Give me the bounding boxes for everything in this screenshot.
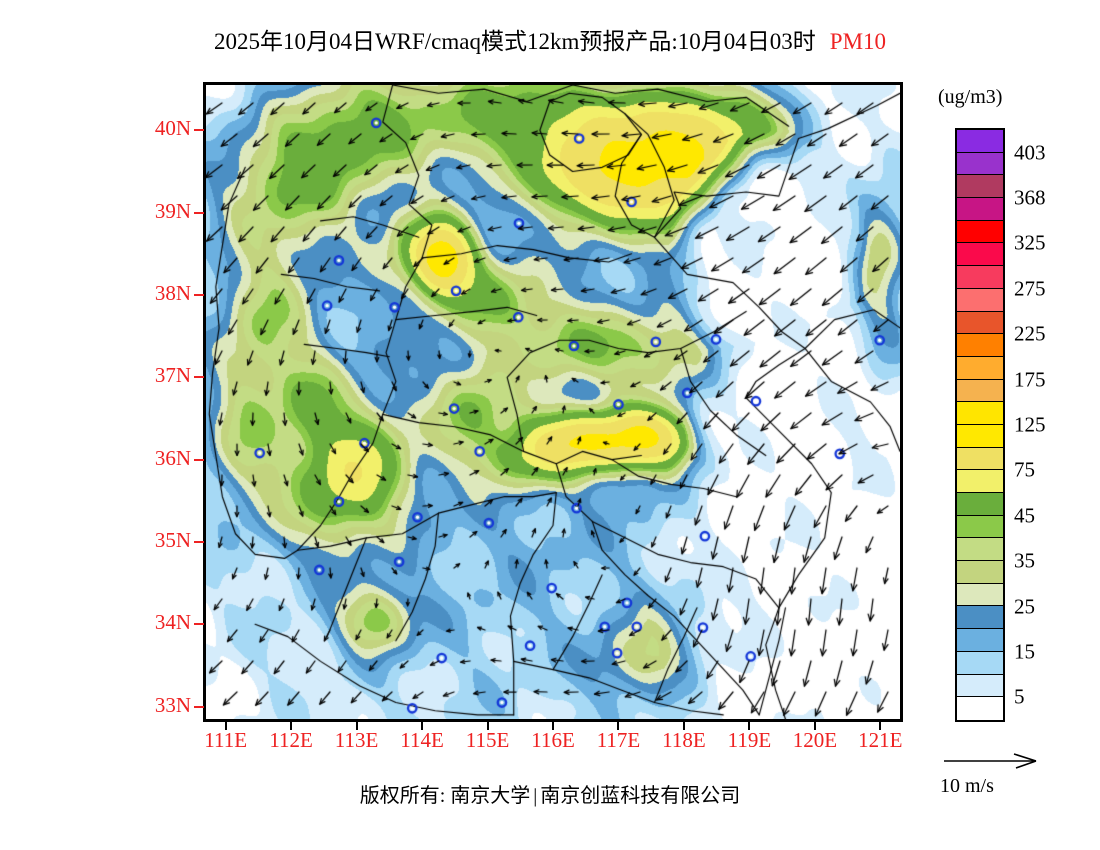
colorbar-band [957,402,1003,425]
lon-tick-mark [682,721,685,730]
lon-tick-mark [748,721,751,730]
lat-tick-mark [194,211,204,214]
colorbar-band [957,470,1003,493]
colorbar-band [957,288,1003,312]
colorbar-unit-label: (ug/m3) [938,86,1003,108]
lon-tick-label: 116E [531,728,575,752]
colorbar-tick-label: 45 [1014,503,1035,528]
lon-tick-mark [355,721,358,730]
wind-scale-label: 10 m/s [940,775,994,797]
lon-tick-mark [552,721,554,730]
lon-tick-label: 121E [858,728,903,752]
title-species: PM10 [829,29,887,54]
colorbar-band [957,356,1003,380]
colorbar-band [957,674,1003,698]
colorbar-band [957,697,1003,720]
colorbar-tick-label: 325 [1014,230,1046,255]
wind-scale-legend: 10 m/s [940,752,1090,798]
lat-tick-label: 39N [154,198,191,223]
lon-tick-label: 112E [269,728,313,752]
colorbar-band [957,629,1003,652]
colorbar-tick-label: 225 [1014,321,1046,346]
lon-tick-label: 118E [662,728,706,752]
lat-tick-label: 33N [154,692,191,717]
footer-company: 南京创蓝科技有限公司 [540,785,741,807]
lon-tick-mark [421,721,424,730]
lon-tick-mark [290,721,293,730]
colorbar-band [957,424,1003,448]
colorbar-band [957,175,1003,199]
map-canvas[interactable] [206,85,900,719]
lon-tick-label: 114E [400,728,444,752]
colorbar-band [957,447,1003,471]
footer-separator: | [533,785,538,807]
colorbar-tick-label: 275 [1014,276,1046,301]
lat-tick-mark [194,129,204,132]
colorbar-band [957,130,1003,153]
colorbar-tick-label: 368 [1014,185,1046,210]
title-main: 2025年10月04日WRF/cmaq模式12km预报产品:10月04日03时 [213,29,816,54]
colorbar-band [957,651,1003,675]
colorbar-band [957,243,1003,267]
lon-tick-mark [224,721,227,730]
lon-tick-mark [813,721,816,730]
lat-tick-label: 38N [154,280,191,305]
colorbar-band [957,266,1003,289]
lat-tick-mark [194,458,204,461]
colorbar-band [957,583,1003,607]
colorbar-tick-label: 403 [1014,140,1046,165]
lon-tick-label: 111E [204,728,248,752]
lat-tick-mark [194,623,204,626]
lon-tick-mark [486,721,489,730]
colorbar-band [957,198,1003,221]
colorbar-tick-label: 15 [1014,639,1035,664]
lat-tick-label: 36N [154,445,191,470]
colorbar-band [957,152,1003,176]
lat-tick-mark [194,293,204,296]
footer-owner: 版权所有: 南京大学 [359,785,531,807]
colorbar-band [957,311,1003,335]
lon-tick-mark [879,721,882,730]
lon-tick-label: 115E [465,728,510,752]
colorbar-tick-label: 25 [1014,594,1035,619]
colorbar-tick-label: 75 [1014,457,1035,482]
lat-tick-mark [194,376,204,379]
lat-tick-mark [194,705,204,708]
lon-tick-mark [617,721,620,730]
colorbar-tick-label: 5 [1014,684,1025,709]
lon-tick-label: 119E [727,728,772,752]
colorbar-band [957,606,1003,630]
forecast-map[interactable] [203,82,903,722]
lon-tick-label: 117E [596,728,641,752]
colorbar-band [957,493,1003,516]
colorbar-band [957,538,1003,562]
colorbar-tick-label: 125 [1014,412,1046,437]
colorbar-tick-label: 175 [1014,367,1046,392]
colorbar-band [957,334,1003,357]
lat-tick-label: 37N [154,363,191,388]
wind-arrow-icon [944,753,1037,769]
colorbar-tick-label: 35 [1014,548,1035,573]
colorbar-band [957,561,1003,584]
lat-tick-label: 34N [154,610,191,635]
colorbar-band [957,220,1003,244]
page-title: 2025年10月04日WRF/cmaq模式12km预报产品:10月04日03时 P… [0,22,1100,56]
colorbar[interactable] [955,128,1005,722]
colorbar-band [957,515,1003,539]
lat-tick-label: 35N [154,527,191,552]
lon-tick-label: 120E [792,728,838,752]
lat-tick-label: 40N [154,116,191,141]
lat-tick-mark [194,540,204,543]
footer-copyright: 版权所有: 南京大学 | 南京创蓝科技有限公司 [0,779,1100,808]
lon-tick-label: 113E [334,728,379,752]
colorbar-band [957,379,1003,403]
